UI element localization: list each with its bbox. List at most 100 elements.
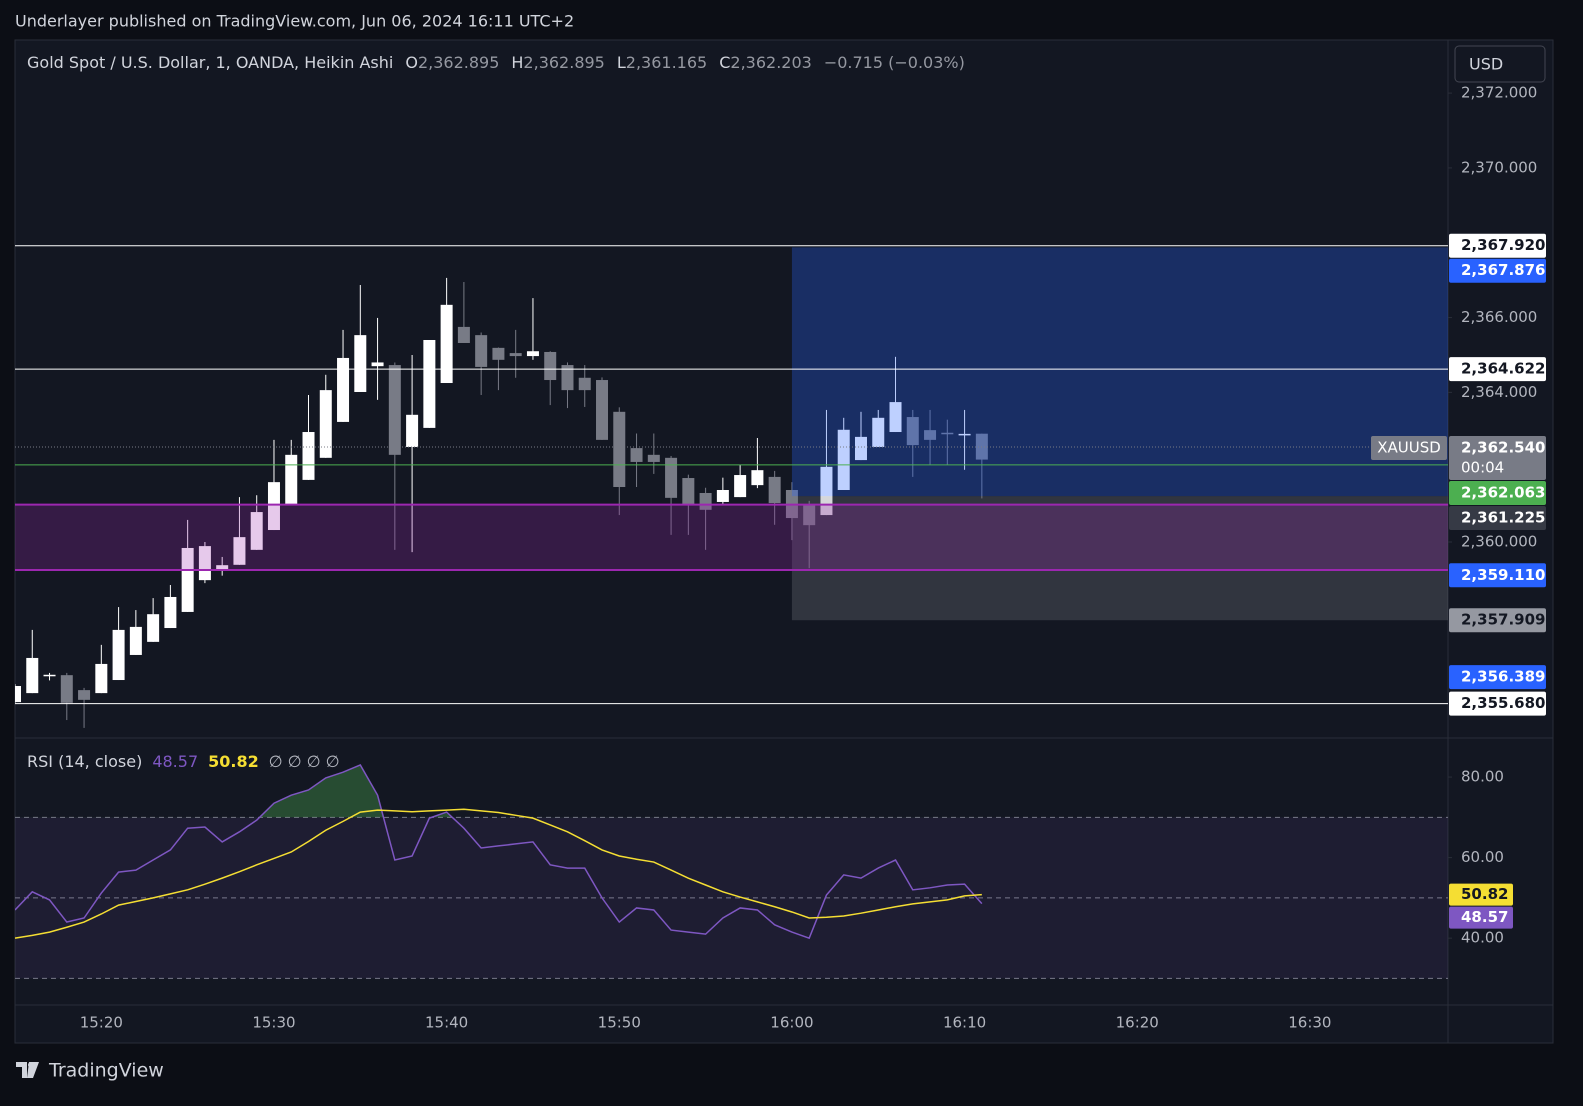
axes: Gold Spot / U.S. Dollar, 1, OANDA, Heiki… — [27, 53, 1546, 1032]
rsi-tick-label: 40.00 — [1461, 929, 1504, 947]
x-tick-label: 16:30 — [1288, 1014, 1331, 1032]
price-label: 2,362.063 — [1461, 483, 1545, 501]
x-tick-label: 16:00 — [770, 1014, 813, 1032]
candle-body — [924, 430, 937, 440]
zone — [15, 504, 1448, 571]
candle-body — [164, 596, 177, 629]
price-label-bg — [1449, 505, 1546, 530]
y-tick-label: 2,370.000 — [1461, 158, 1537, 176]
rsi-legend-extra: ∅ ∅ ∅ ∅ — [269, 752, 340, 771]
candle-body — [388, 365, 401, 455]
candle-body — [768, 476, 781, 504]
candle-body — [682, 478, 695, 505]
candle-body — [319, 390, 332, 458]
position-target-box — [791, 247, 1448, 497]
legend-key: H — [511, 53, 523, 72]
candle-body — [665, 457, 678, 498]
price-label: 2,364.622 — [1461, 360, 1545, 378]
logo-dot — [28, 1062, 34, 1068]
price-label: 2,361.225 — [1461, 508, 1545, 526]
candle-body — [906, 417, 919, 446]
price-label: 2,356.389 — [1461, 668, 1545, 686]
candle-body — [250, 512, 263, 550]
candle-body — [78, 690, 91, 700]
candle-body — [647, 454, 660, 462]
candle-body — [475, 335, 488, 367]
price-label-bg — [1449, 480, 1546, 505]
rsi-overbought-fill — [259, 764, 453, 818]
candle-body — [803, 504, 816, 526]
candle-body — [561, 365, 574, 391]
candle-body — [181, 547, 194, 612]
candle-body — [958, 433, 971, 436]
symbol-label: XAUUSD — [1377, 438, 1441, 456]
price-label: 2,355.680 — [1461, 694, 1545, 712]
candle-body — [526, 351, 539, 357]
candle-body — [198, 546, 211, 581]
candle-body — [630, 448, 643, 462]
countdown: 00:04 — [1461, 458, 1504, 476]
candle-body — [544, 351, 557, 381]
legend-change: −0.715 (−0.03%) — [824, 53, 965, 72]
candle-body — [837, 429, 850, 490]
y-tick-label: 2,364.000 — [1461, 383, 1537, 401]
price-label-bg — [1449, 608, 1546, 633]
y-tick-label: 2,366.000 — [1461, 308, 1537, 326]
candle-body — [285, 454, 298, 505]
publisher: Underlayer published on TradingView.com,… — [15, 12, 574, 31]
price-label: 2,367.876 — [1461, 261, 1545, 279]
price-label: 2,359.110 — [1461, 566, 1545, 584]
price-label-bg — [1449, 435, 1546, 480]
candle-body — [734, 475, 747, 498]
candle-body — [354, 335, 367, 392]
candle-body — [26, 657, 39, 694]
price-label: 2,367.920 — [1461, 236, 1545, 254]
rsi-legend-value: 50.82 — [208, 752, 259, 771]
rsi-title: RSI (14, close) — [27, 752, 142, 771]
x-tick-label: 16:10 — [943, 1014, 986, 1032]
candle-body — [15, 686, 21, 703]
candle-body — [440, 304, 453, 384]
candle-body — [509, 353, 522, 357]
candle-body — [820, 466, 833, 516]
price-label-bg — [1449, 357, 1546, 382]
legend-value: 2,362.895 — [418, 53, 499, 72]
x-tick-label: 15:30 — [252, 1014, 295, 1032]
price-label-bg — [1449, 691, 1546, 716]
x-tick-label: 16:20 — [1116, 1014, 1159, 1032]
candle-body — [129, 626, 142, 655]
price-label-bg — [1449, 258, 1546, 283]
tradingview-logo — [16, 1062, 39, 1078]
rsi-band-fill — [15, 817, 1448, 979]
chart-frame — [14, 39, 1554, 1044]
candle-body — [95, 663, 108, 694]
candle-body — [371, 362, 384, 367]
position-stop-box — [791, 496, 1448, 621]
candle-body — [578, 377, 591, 391]
candle-body — [457, 326, 470, 343]
candle-body — [112, 629, 125, 681]
price-label: 2,357.909 — [1461, 611, 1545, 629]
candle-body — [613, 411, 626, 488]
x-tick-label: 15:40 — [425, 1014, 468, 1032]
candle-body — [147, 614, 160, 642]
candle-body — [872, 417, 885, 447]
candle-body — [337, 357, 350, 422]
rsi-tick-label: 60.00 — [1461, 848, 1504, 866]
candle-body — [43, 674, 56, 677]
candle-body — [716, 489, 729, 502]
candle-body — [423, 339, 436, 428]
candle-body — [889, 402, 902, 433]
symbol-label-bg — [1371, 435, 1447, 460]
currency-label[interactable]: USD — [1469, 55, 1503, 74]
x-tick-label: 15:20 — [80, 1014, 123, 1032]
candle-body — [941, 432, 954, 435]
currency-button[interactable] — [1454, 45, 1546, 83]
legend-title: Gold Spot / U.S. Dollar, 1, OANDA, Heiki… — [27, 53, 393, 72]
candle-body — [60, 675, 73, 703]
candle-body — [267, 482, 280, 531]
price-label-bg — [1449, 233, 1546, 258]
rsi-last-label-bg — [1449, 883, 1513, 906]
